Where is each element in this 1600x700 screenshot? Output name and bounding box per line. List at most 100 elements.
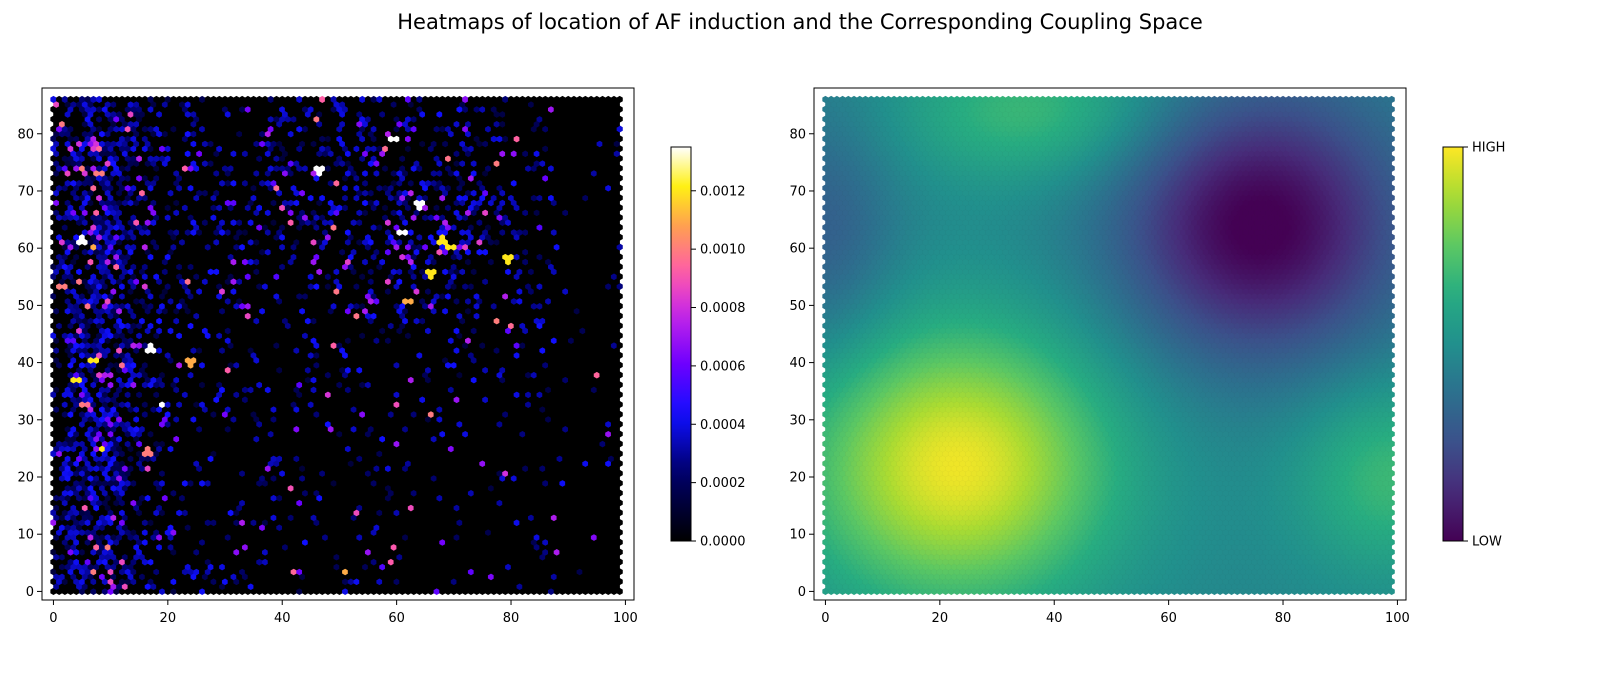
af-induction-hexbin	[173, 573, 180, 581]
af-induction-hexbin	[307, 548, 314, 556]
af-induction-hexbin	[50, 558, 57, 566]
af-induction-hexbin	[582, 578, 589, 586]
af-induction-hexbin	[216, 548, 223, 556]
af-induction-hexbin	[347, 558, 354, 566]
af-induction-hexbin	[147, 558, 154, 566]
af-induction-hexbin	[527, 553, 535, 561]
af-induction-hexbin	[78, 568, 86, 576]
af-induction-hexbin	[279, 558, 286, 566]
af-induction-hexbin	[81, 573, 88, 581]
af-induction-hexbin	[210, 558, 217, 566]
af-induction-hexbin	[590, 582, 598, 591]
af-induction-hexbin	[507, 587, 515, 595]
af-induction-hexbin	[336, 587, 343, 595]
af-induction-hexbin	[379, 573, 386, 581]
af-induction-hexbin	[384, 553, 392, 561]
af-induction-hexbin	[313, 548, 320, 556]
af-induction-hexbin	[181, 558, 189, 566]
af-induction-hexbin	[150, 543, 157, 551]
af-induction-hexbin	[239, 578, 246, 586]
af-induction-hexbin	[373, 563, 380, 571]
af-induction-hexbin	[176, 568, 183, 576]
af-induction-hexbin	[87, 582, 94, 591]
af-induction-hexbin	[453, 573, 460, 581]
af-induction-hexbin	[376, 568, 383, 576]
af-induction-hexbin	[150, 553, 157, 561]
af-induction-hexbin	[445, 568, 452, 576]
af-induction-hexbin	[61, 558, 68, 566]
af-induction-hexbin	[407, 553, 414, 561]
af-induction-hexbin	[579, 582, 586, 591]
af-induction-hexbin	[462, 578, 469, 586]
af-induction-hexbin	[170, 558, 177, 566]
af-induction-hexbin	[304, 543, 312, 551]
af-induction-hexbin	[227, 578, 234, 586]
af-induction-hexbin	[141, 578, 149, 586]
af-induction-hexbin	[236, 543, 243, 551]
af-induction-hexbin	[590, 563, 598, 571]
af-induction-hexbin	[339, 582, 346, 591]
af-induction-hexbin	[121, 573, 129, 581]
af-induction-hexbin	[590, 553, 598, 561]
af-induction-hexbin	[387, 587, 394, 595]
af-induction-hexbin	[413, 563, 420, 571]
af-induction-hexbin	[287, 582, 294, 591]
af-induction-hexbin	[356, 582, 363, 591]
af-induction-hexbin	[76, 553, 83, 561]
af-induction-hexbin	[262, 587, 269, 595]
af-induction-hexbin	[576, 587, 583, 595]
af-induction-hexbin	[482, 582, 489, 591]
af-induction-hexbin	[579, 553, 586, 561]
af-induction-hexbin	[613, 563, 620, 571]
af-induction-hexbin	[347, 578, 354, 586]
af-induction-hexbin	[510, 582, 517, 591]
af-induction-hexbin	[588, 587, 595, 595]
af-induction-hexbin	[78, 558, 86, 566]
af-induction-hexbin	[585, 553, 592, 561]
af-induction-hexbin	[402, 563, 409, 571]
af-induction-hexbin	[264, 573, 271, 581]
af-induction-hexbin	[324, 568, 332, 576]
af-induction-hexbin	[510, 553, 517, 561]
af-induction-hexbin	[427, 568, 435, 576]
af-induction-hexbin	[156, 543, 163, 551]
af-induction-hexbin	[90, 578, 97, 586]
af-induction-hexbin	[439, 558, 446, 566]
af-induction-hexbin	[436, 553, 443, 561]
af-induction-hexbin	[416, 587, 423, 595]
af-induction-hexbin	[336, 578, 343, 586]
af-induction-hexbin	[56, 578, 63, 586]
af-induction-hexbin	[413, 582, 420, 591]
af-induction-hexbin	[556, 573, 563, 581]
af-induction-hexbin	[116, 573, 123, 581]
af-induction-hexbin	[244, 578, 251, 586]
af-induction-hexbin	[499, 553, 506, 561]
af-induction-hexbin	[536, 558, 543, 566]
af-induction-hexbin	[390, 573, 397, 581]
af-induction-hexbin	[199, 568, 206, 576]
af-induction-hexbin	[84, 548, 91, 556]
af-induction-hexbin	[410, 548, 417, 556]
af-induction-hexbin	[76, 543, 83, 551]
af-induction-hexbin	[516, 582, 523, 591]
af-induction-hexbin	[250, 548, 257, 556]
af-induction-hexbin	[350, 563, 357, 571]
af-induction-hexbin	[547, 558, 555, 566]
af-induction-hexbin	[201, 553, 209, 561]
af-induction-hexbin	[150, 573, 157, 581]
af-induction-hexbin	[199, 587, 206, 595]
af-induction-hexbin	[201, 563, 209, 571]
af-induction-hexbin	[568, 573, 575, 581]
af-induction-hexbin	[536, 578, 543, 586]
af-induction-hexbin	[227, 587, 234, 595]
af-induction-hexbin	[93, 543, 100, 551]
af-induction-hexbin	[536, 587, 543, 595]
af-induction-hexbin	[539, 582, 546, 591]
af-induction-hexbin	[319, 578, 326, 586]
af-induction-hexbin	[422, 548, 429, 556]
af-induction-hexbin	[462, 587, 469, 595]
af-induction-hexbin	[210, 568, 217, 576]
af-induction-hexbin	[253, 553, 260, 561]
af-induction-hexbin	[456, 587, 463, 595]
af-induction-hexbin	[419, 573, 426, 581]
